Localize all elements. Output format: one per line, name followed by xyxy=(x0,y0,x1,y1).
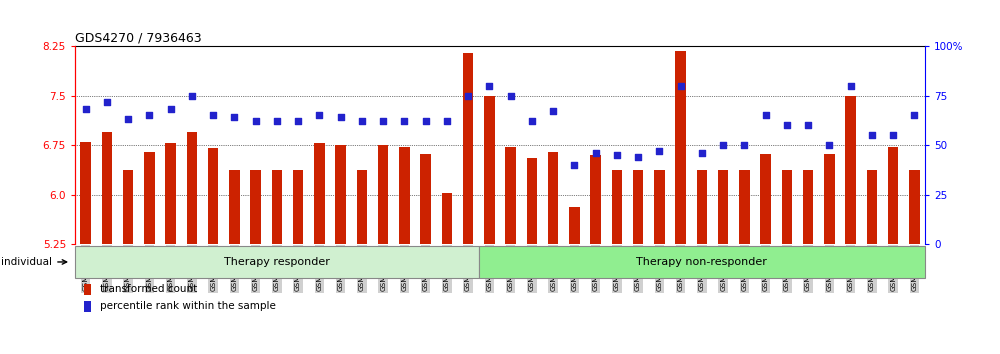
Bar xyxy=(84,301,91,312)
Point xyxy=(843,83,859,88)
Bar xyxy=(484,96,495,244)
Bar xyxy=(80,142,91,244)
Bar xyxy=(187,132,197,244)
Bar xyxy=(335,145,346,244)
Point xyxy=(333,115,349,120)
Bar xyxy=(123,170,133,244)
Bar xyxy=(654,170,665,244)
Bar xyxy=(165,143,176,244)
Point xyxy=(821,142,837,148)
Bar xyxy=(782,170,792,244)
Bar xyxy=(102,132,112,244)
Bar xyxy=(888,147,898,244)
Bar xyxy=(675,51,686,244)
Bar xyxy=(357,170,367,244)
Bar xyxy=(548,152,558,244)
Point xyxy=(439,119,455,124)
Bar xyxy=(84,284,91,295)
Bar xyxy=(442,193,452,244)
Bar xyxy=(479,246,925,278)
Point xyxy=(269,119,285,124)
Point xyxy=(481,83,497,88)
Bar xyxy=(909,170,920,244)
Bar xyxy=(314,143,325,244)
Point xyxy=(885,132,901,138)
Point xyxy=(588,150,604,156)
Point xyxy=(141,113,157,118)
Point xyxy=(120,116,136,122)
Text: Therapy responder: Therapy responder xyxy=(224,257,330,267)
Text: individual: individual xyxy=(1,257,52,267)
Bar xyxy=(463,53,473,244)
Point xyxy=(78,107,94,112)
Point xyxy=(205,113,221,118)
Point xyxy=(418,119,434,124)
Bar xyxy=(760,154,771,244)
Point xyxy=(609,152,625,158)
Point xyxy=(375,119,391,124)
Bar xyxy=(229,170,240,244)
Bar xyxy=(420,154,431,244)
Bar xyxy=(505,147,516,244)
Point xyxy=(673,83,689,88)
Bar xyxy=(739,170,750,244)
Point xyxy=(311,113,327,118)
Bar xyxy=(293,170,303,244)
Bar xyxy=(697,170,707,244)
Bar xyxy=(845,96,856,244)
Bar xyxy=(75,246,479,278)
Bar xyxy=(718,170,728,244)
Point xyxy=(545,109,561,114)
Bar xyxy=(590,155,601,244)
Point xyxy=(99,99,115,104)
Point xyxy=(163,107,179,112)
Point xyxy=(354,119,370,124)
Text: transformed count: transformed count xyxy=(100,284,197,294)
Point xyxy=(248,119,264,124)
Bar xyxy=(144,152,155,244)
Point xyxy=(651,148,667,154)
Point xyxy=(524,119,540,124)
Bar xyxy=(803,170,813,244)
Point xyxy=(715,142,731,148)
Point xyxy=(630,154,646,160)
Point xyxy=(694,150,710,156)
Point xyxy=(779,122,795,128)
Bar xyxy=(272,170,282,244)
Point xyxy=(906,113,922,118)
Bar xyxy=(527,158,537,244)
Point xyxy=(800,122,816,128)
Bar xyxy=(867,170,877,244)
Point xyxy=(758,113,774,118)
Bar xyxy=(824,154,835,244)
Text: Therapy non-responder: Therapy non-responder xyxy=(636,257,767,267)
Bar xyxy=(612,170,622,244)
Point xyxy=(184,93,200,98)
Bar xyxy=(378,145,388,244)
Point xyxy=(503,93,519,98)
Point xyxy=(736,142,752,148)
Point xyxy=(460,93,476,98)
Point xyxy=(566,162,582,168)
Point xyxy=(290,119,306,124)
Bar xyxy=(250,170,261,244)
Bar xyxy=(633,170,643,244)
Point xyxy=(226,115,242,120)
Text: percentile rank within the sample: percentile rank within the sample xyxy=(100,301,276,311)
Bar xyxy=(208,148,218,244)
Bar xyxy=(569,207,580,244)
Text: GDS4270 / 7936463: GDS4270 / 7936463 xyxy=(75,32,202,45)
Point xyxy=(396,119,412,124)
Bar xyxy=(399,147,410,244)
Point xyxy=(864,132,880,138)
